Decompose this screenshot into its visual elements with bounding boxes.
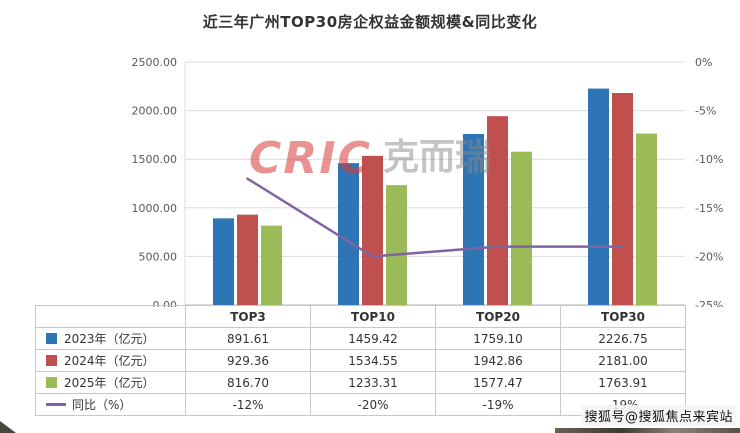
bar-TOP10-2024年（亿元） — [362, 155, 383, 305]
right-axis-tick-label: -20% — [695, 250, 723, 263]
table-cell: 816.70 — [185, 371, 311, 394]
table-row: 2023年（亿元） 891.61 1459.42 1759.10 2226.75 — [35, 327, 686, 350]
table-cell: 929.36 — [185, 349, 311, 372]
bar-TOP20-2024年（亿元） — [487, 116, 508, 305]
chart-title: 近三年广州TOP30房企权益金额规模&同比变化 — [202, 13, 538, 31]
legend-item: 同比（%） — [35, 393, 186, 416]
combo-chart: 2500.00 0% 2000.00 -5% 1500.00 -10% 1000.00 -15… — [132, 56, 724, 307]
table-cell: 1534.55 — [310, 349, 436, 372]
table-cell: 1233.31 — [310, 371, 436, 394]
legend-item: 2024年（亿元） — [35, 349, 186, 372]
legend-line-swatch — [46, 403, 66, 406]
table-cell: -19% — [435, 393, 561, 416]
table-cell: 1942.86 — [435, 349, 561, 372]
category-header: TOP10 — [310, 305, 436, 328]
table-cell: 1459.42 — [310, 327, 436, 350]
right-axis-tick-label: -15% — [695, 202, 723, 215]
table-cell: 1763.91 — [560, 371, 686, 394]
table-cell: -20% — [310, 393, 436, 416]
left-axis-tick-label: 2000.00 — [132, 105, 178, 118]
bar-TOP3-2025年（亿元） — [261, 225, 282, 305]
bar-TOP30-2025年（亿元） — [636, 133, 657, 305]
legend-label: 同比（%） — [72, 398, 132, 412]
table-header-row: TOP3 TOP10 TOP20 TOP30 — [35, 305, 686, 328]
legend-item: 2023年（亿元） — [35, 327, 186, 350]
left-axis-tick-label: 1000.00 — [132, 202, 178, 215]
table-cell: 2226.75 — [560, 327, 686, 350]
bar-TOP20-2023年（亿元） — [463, 134, 484, 305]
left-axis-tick-label: 500.00 — [139, 250, 178, 263]
legend-column-header — [35, 305, 186, 328]
left-axis-tick-label: 2500.00 — [132, 56, 178, 69]
left-axis-tick-label: 1500.00 — [132, 153, 178, 166]
bar-TOP3-2024年（亿元） — [237, 214, 258, 305]
legend-swatch — [46, 355, 57, 366]
left-axis-tick-label: 0.00 — [153, 299, 178, 307]
bar-TOP30-2023年（亿元） — [588, 88, 609, 305]
table-cell: 1759.10 — [435, 327, 561, 350]
table-cell: -12% — [185, 393, 311, 416]
category-header: TOP30 — [560, 305, 686, 328]
right-axis-tick-label: -10% — [695, 153, 723, 166]
right-axis-tick-label: 0% — [695, 56, 712, 69]
table-row: 2025年（亿元） 816.70 1233.31 1577.47 1763.91 — [35, 371, 686, 394]
legend-label: 2023年（亿元） — [64, 332, 155, 346]
legend-item: 2025年（亿元） — [35, 371, 186, 394]
table-row: 2024年（亿元） 929.36 1534.55 1942.86 2181.00 — [35, 349, 686, 372]
right-axis-tick-label: -25% — [695, 299, 723, 307]
bar-TOP30-2024年（亿元） — [612, 93, 633, 305]
legend-swatch — [46, 377, 57, 388]
table-cell: 1577.47 — [435, 371, 561, 394]
legend-label: 2024年（亿元） — [64, 354, 155, 368]
bar-TOP10-2025年（亿元） — [386, 185, 407, 305]
chart-data-table: TOP3 TOP10 TOP20 TOP30 2023年（亿元） 891.61 1459.4… — [35, 305, 686, 416]
legend-label: 2025年（亿元） — [64, 376, 155, 390]
bar-TOP3-2023年（亿元） — [213, 218, 234, 305]
category-header: TOP3 — [185, 305, 311, 328]
table-cell: 2181.00 — [560, 349, 686, 372]
bar-TOP20-2025年（亿元） — [511, 151, 532, 305]
table-cell: 891.61 — [185, 327, 311, 350]
bar-TOP10-2023年（亿元） — [338, 163, 359, 305]
legend-swatch — [46, 333, 57, 344]
corner-artifact — [0, 421, 16, 433]
yoy-line — [246, 177, 624, 258]
right-axis-tick-label: -5% — [695, 105, 716, 118]
category-header: TOP20 — [435, 305, 561, 328]
footer-strip-artifact — [555, 428, 740, 433]
source-credit: 搜狐号@搜狐焦点来宾站 — [581, 405, 736, 426]
